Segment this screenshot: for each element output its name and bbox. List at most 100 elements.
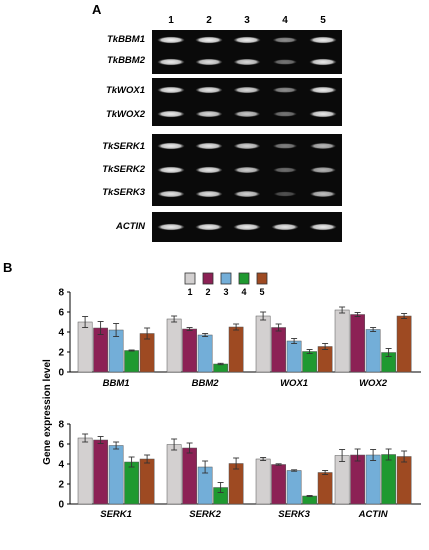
- gel-band: [157, 166, 185, 174]
- legend-swatch-2: [202, 272, 214, 285]
- bar-WOX2-5: [396, 315, 412, 373]
- gel-band: [273, 191, 297, 197]
- bar-BBM2-4: [213, 363, 228, 373]
- gel-band: [195, 166, 223, 174]
- bar-ACTIN-5: [396, 456, 412, 505]
- gel-band: [233, 36, 261, 44]
- legend-swatch-1: [184, 272, 196, 285]
- gel-band: [157, 190, 185, 198]
- group-label-WOX2: WOX2: [359, 378, 388, 389]
- legend-label-2: 2: [205, 287, 210, 297]
- group-label-WOX1: WOX1: [280, 378, 308, 389]
- y-tick-label: 2: [58, 480, 64, 491]
- panel-b-label: B: [3, 260, 12, 275]
- lane-label-1: 1: [168, 15, 174, 26]
- gel-band: [309, 58, 337, 66]
- bar-BBM2-1: [166, 318, 182, 373]
- bar-WOX2-3: [365, 329, 381, 373]
- lane-label-4: 4: [282, 15, 288, 26]
- legend-label-1: 1: [187, 287, 192, 297]
- gel-band: [272, 59, 298, 65]
- lane-label-3: 3: [244, 15, 250, 26]
- gel-band: [233, 58, 261, 66]
- gel-gene-label-TkWOX2: TkWOX2: [106, 109, 146, 120]
- gel-band: [157, 36, 185, 44]
- bar-SERK1-1: [77, 437, 93, 505]
- gel-band: [195, 142, 223, 150]
- gel-band: [272, 111, 298, 117]
- legend-swatch-4: [238, 272, 250, 285]
- bar-WOX1-2: [271, 327, 286, 373]
- bar-BBM1-4: [124, 350, 139, 373]
- gel-band: [271, 223, 299, 231]
- gel-gene-label-TkSERK1: TkSERK1: [102, 141, 145, 152]
- group-label-BBM2: BBM2: [192, 378, 220, 389]
- bar-SERK2-5: [228, 463, 244, 505]
- y-tick-label: 0: [58, 500, 64, 511]
- y-axis-label: Gene expression level: [42, 359, 53, 465]
- y-tick-label: 6: [58, 440, 64, 451]
- gel-band: [195, 190, 223, 198]
- group-label-BBM1: BBM1: [103, 378, 130, 389]
- bar-BBM2-5: [228, 326, 244, 373]
- y-tick-label: 6: [58, 308, 64, 319]
- gel-band: [233, 166, 261, 174]
- lane-label-5: 5: [320, 15, 326, 26]
- bar-SERK1-5: [139, 458, 155, 505]
- gel-band: [233, 86, 261, 94]
- bar-SERK3-5: [317, 472, 333, 505]
- legend-swatch-3: [220, 272, 232, 285]
- gel-gene-label-TkSERK2: TkSERK2: [102, 164, 145, 175]
- gel-band: [233, 142, 261, 150]
- gel-band: [157, 142, 185, 150]
- gel-band: [233, 110, 261, 118]
- gel-band: [309, 223, 337, 231]
- gel-band: [309, 86, 337, 94]
- gel-band: [272, 37, 298, 43]
- group-label-SERK3: SERK3: [278, 509, 310, 520]
- y-tick-label: 8: [58, 288, 64, 299]
- bar-SERK1-4: [124, 461, 139, 505]
- gel-band: [157, 86, 185, 94]
- gel-band: [309, 36, 337, 44]
- gel-band: [157, 110, 185, 118]
- bar-ACTIN-4: [381, 454, 396, 505]
- gel-panel: 1 2 3 4 5 TkBBM1 TkBBM2 TkWOX1 TkWOX2 TkSERK1 TkSE…: [102, 15, 342, 242]
- bar-WOX2-1: [334, 309, 350, 373]
- gel-band: [233, 190, 261, 198]
- gel-band: [195, 36, 223, 44]
- group-label-SERK2: SERK2: [189, 509, 221, 520]
- gel-band: [157, 58, 185, 66]
- gel-gene-label-TkSERK3: TkSERK3: [102, 187, 145, 198]
- gel-band: [157, 223, 185, 231]
- bar-ACTIN-1: [334, 455, 350, 505]
- gel-band: [272, 143, 298, 149]
- y-tick-label: 4: [58, 460, 64, 471]
- gel-band: [309, 190, 337, 198]
- y-tick-label: 8: [58, 420, 64, 431]
- gel-band: [273, 167, 297, 173]
- gel-band: [309, 110, 337, 118]
- bar-BBM2-3: [197, 334, 213, 373]
- legend-swatch-5: [256, 272, 268, 285]
- bar-SERK3-2: [271, 464, 286, 505]
- gel-band: [195, 223, 223, 231]
- legend-label-3: 3: [223, 287, 228, 297]
- bar-WOX2-2: [350, 314, 365, 373]
- bar-WOX1-1: [255, 315, 271, 373]
- bar-SERK3-1: [255, 458, 271, 505]
- gel-gene-label-ACTIN: ACTIN: [115, 221, 146, 232]
- y-tick-label: 0: [58, 368, 64, 379]
- gel-band: [195, 58, 223, 66]
- bar-WOX1-3: [286, 340, 302, 373]
- group-label-ACTIN: ACTIN: [358, 509, 389, 520]
- bar-SERK1-2: [93, 439, 108, 505]
- bar-chart: 0 2 4 6 8 BBM1 BBM2 WOX1 WOX2 0 2 4 6 8 SERK1 SERK2 SERK…: [58, 288, 421, 520]
- bar-SERK3-3: [286, 470, 302, 505]
- bar-SERK1-3: [108, 445, 124, 505]
- gel-band: [310, 166, 336, 174]
- gel-gene-label-TkBBM1: TkBBM1: [107, 34, 145, 45]
- bar-WOX1-4: [302, 351, 317, 373]
- gel-band: [195, 110, 223, 118]
- bar-SERK2-1: [166, 444, 182, 505]
